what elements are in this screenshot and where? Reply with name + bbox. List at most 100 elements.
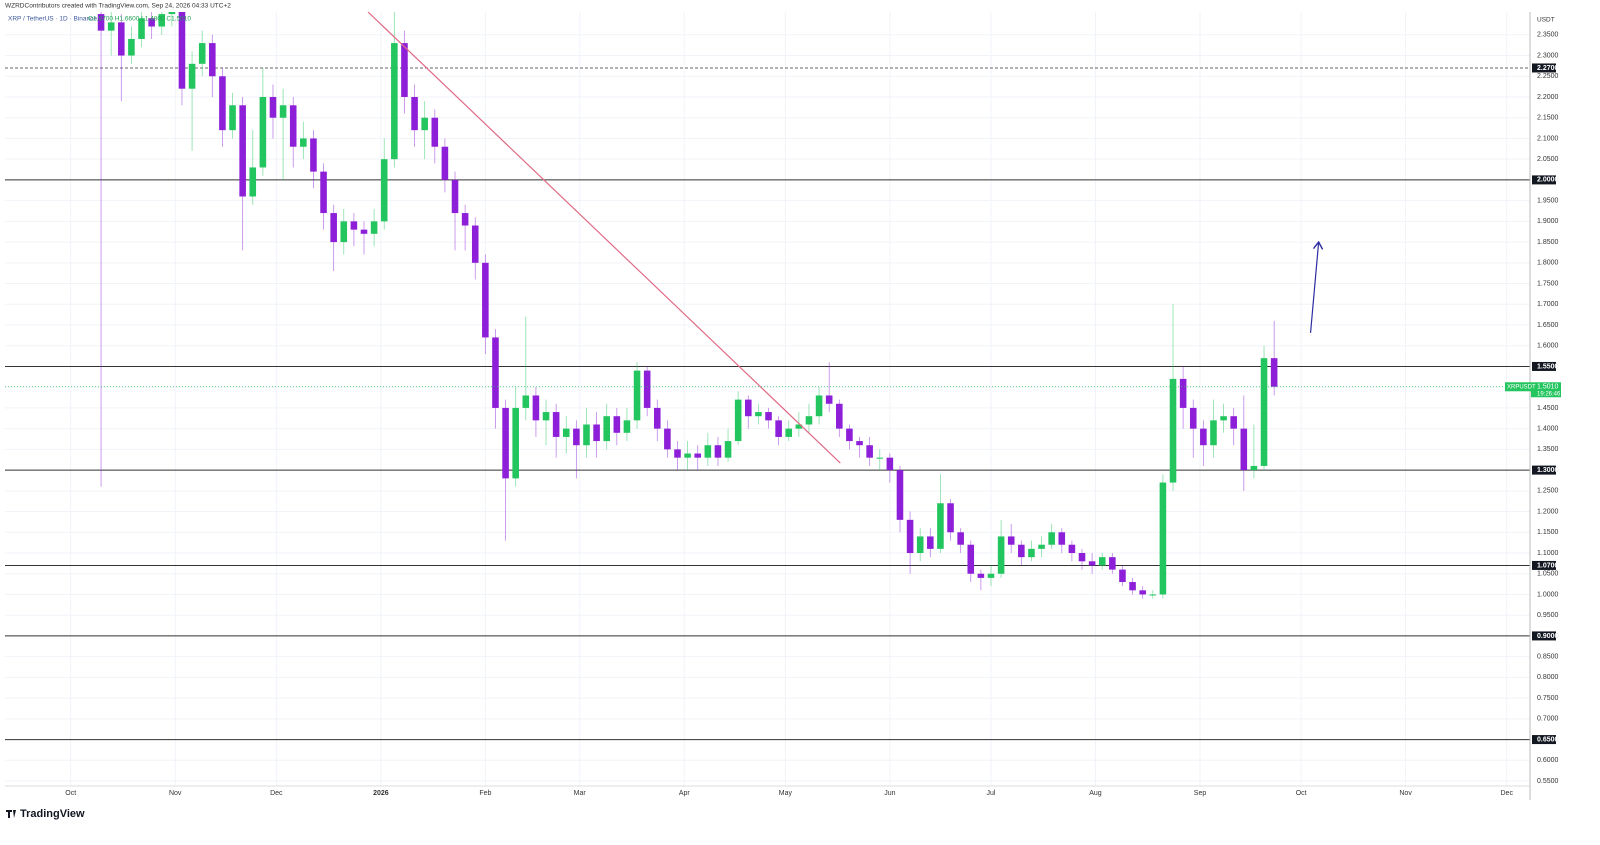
y-tick-label: 1.7000: [1537, 301, 1559, 308]
candle-body: [866, 445, 873, 458]
brand-logo: TradingView: [6, 808, 85, 820]
y-tick-label: 1.9500: [1537, 197, 1559, 204]
candle-body: [1200, 428, 1207, 446]
level-label-box: [1532, 735, 1556, 745]
candle-body: [391, 43, 398, 160]
y-tick-label: 1.4500: [1537, 405, 1559, 412]
candle-body: [370, 221, 378, 234]
candle-body: [805, 416, 813, 425]
candle-body: [310, 138, 317, 172]
candle-body: [411, 96, 418, 131]
candle-body: [1078, 553, 1086, 562]
price-countdown: 19:26:46: [1537, 391, 1561, 397]
candle-body: [269, 96, 277, 118]
y-tick-label: 1.4000: [1537, 425, 1559, 432]
candle-body: [927, 536, 934, 549]
x-tick-label: Nov: [1399, 790, 1412, 797]
candle-body: [1159, 482, 1167, 595]
candle-body: [1139, 590, 1146, 595]
candle-body: [148, 18, 155, 27]
candle-body: [522, 395, 530, 408]
y-tick-label: 0.6000: [1537, 757, 1559, 764]
x-tick-label: Jun: [884, 790, 895, 797]
arrow: [1309, 242, 1319, 333]
candle-body: [1048, 532, 1055, 545]
x-tick-label: 2026: [373, 790, 389, 797]
candle-body: [643, 370, 651, 408]
candle-body: [714, 445, 722, 458]
level-label-box: [1532, 63, 1556, 73]
level-label: 2.0000: [1537, 177, 1559, 184]
level-label: 0.6500: [1537, 736, 1559, 743]
y-tick-label: 0.5500: [1537, 778, 1559, 785]
y-tick-label: 0.7000: [1537, 716, 1559, 723]
y-tick-label: 2.2500: [1537, 73, 1559, 80]
candle-body: [279, 105, 287, 118]
candle-body: [451, 179, 459, 214]
candle-body: [613, 416, 621, 433]
candle-body: [623, 420, 631, 433]
candle-body: [320, 171, 327, 214]
candle-body: [583, 424, 590, 446]
candle-body: [947, 503, 954, 533]
candle-body: [552, 412, 560, 437]
candle-body: [633, 370, 641, 421]
candle-body: [502, 407, 509, 479]
level-label-box: [1532, 175, 1556, 185]
level-label: 1.0700: [1537, 562, 1559, 569]
price-label-box: [1531, 382, 1561, 398]
y-tick-label: 1.1000: [1537, 550, 1559, 557]
y-tick-label: 1.2500: [1537, 488, 1559, 495]
candle-body: [1240, 428, 1248, 471]
y-tick-label: 1.9000: [1537, 218, 1559, 225]
candle-body: [593, 424, 600, 442]
y-tick-label: 1.0000: [1537, 591, 1559, 598]
candle-body: [542, 412, 550, 421]
currency: USDT: [1537, 17, 1555, 24]
candle-body: [1068, 544, 1076, 554]
candle-body: [512, 407, 519, 479]
x-tick-label: Nov: [169, 790, 182, 797]
candle-body: [724, 441, 732, 458]
candle-body: [158, 14, 166, 27]
candle-body: [846, 428, 853, 442]
level-label-box: [1532, 465, 1556, 475]
candle-body: [1169, 378, 1177, 483]
candle-body: [997, 536, 1005, 574]
candle-body: [249, 167, 257, 197]
candle-body: [461, 213, 469, 226]
y-tick-label: 1.3500: [1537, 446, 1559, 453]
candle-body: [532, 395, 540, 421]
level-label: 1.5500: [1537, 363, 1559, 370]
candle-body: [1109, 557, 1116, 570]
candle-body: [421, 117, 428, 131]
candle-body: [482, 262, 489, 338]
candle-body: [1210, 420, 1217, 446]
y-tick-label: 1.2000: [1537, 508, 1559, 515]
y-tick-label: 1.1500: [1537, 529, 1559, 536]
candle-body: [401, 43, 408, 97]
symbol-line: XRP / TetherUS · 1D · Binance: [8, 16, 97, 23]
level-label: 2.2700: [1537, 65, 1559, 72]
candle-body: [138, 18, 145, 39]
candle-body: [825, 395, 833, 404]
x-tick-label: Jul: [987, 790, 996, 797]
candle-body: [188, 63, 196, 89]
candle-body: [1028, 548, 1035, 558]
candle-body: [967, 544, 975, 574]
candle-body: [684, 453, 691, 458]
candle-body: [209, 43, 216, 77]
y-tick-label: 1.8000: [1537, 260, 1559, 267]
candle-body: [330, 213, 337, 243]
candle-body: [1189, 407, 1197, 429]
candle-body: [350, 221, 358, 230]
level-label-box: [1532, 361, 1556, 371]
candle-body: [653, 407, 661, 429]
candle-body: [734, 399, 742, 442]
candle-body: [1230, 416, 1237, 429]
candle-body: [1129, 582, 1136, 591]
candle-body: [380, 159, 388, 222]
level-label-box: [1532, 631, 1556, 641]
candle-body: [1088, 561, 1096, 566]
candle-body: [340, 221, 348, 243]
